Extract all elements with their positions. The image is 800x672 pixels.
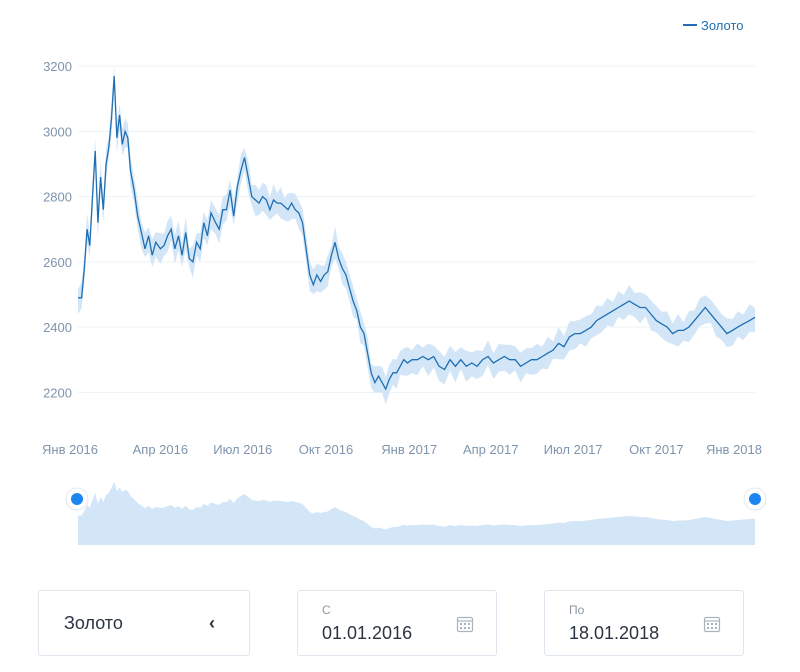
series-line-gold <box>78 75 756 391</box>
x-tick-label: Янв 2017 <box>381 442 437 457</box>
y-tick-label: 2400 <box>43 320 72 335</box>
y-axis-labels: 2200 2400 2600 2800 3000 3200 <box>43 59 72 400</box>
x-tick-label: Окт 2017 <box>629 442 683 457</box>
x-axis-labels: Янв 2016 Апр 2016 Июл 2016 Окт 2016 Янв 2017… <box>42 442 762 457</box>
x-tick-label: Июл 2017 <box>544 442 603 457</box>
range-navigator[interactable] <box>65 481 767 546</box>
asset-select[interactable]: Золото ‹ <box>38 590 250 656</box>
x-tick-label: Апр 2016 <box>133 442 188 457</box>
y-tick-label: 2200 <box>43 385 72 400</box>
date-to-caption: По <box>569 603 585 617</box>
date-from-field[interactable]: С 01.01.2016 <box>297 590 497 656</box>
calendar-icon[interactable] <box>703 615 721 633</box>
y-tick-label: 3200 <box>43 59 72 74</box>
range-handle-left[interactable] <box>71 493 83 505</box>
y-tick-label: 3000 <box>43 124 72 139</box>
legend-label: Золото <box>701 18 744 33</box>
y-tick-label: 2600 <box>43 255 72 270</box>
date-from-caption: С <box>322 603 331 617</box>
date-from-value[interactable]: 01.01.2016 <box>322 623 413 643</box>
series-range-band <box>78 66 755 405</box>
x-tick-label: Окт 2016 <box>299 442 353 457</box>
date-to-value[interactable]: 18.01.2018 <box>569 623 660 643</box>
asset-select-label: Золото <box>64 613 123 633</box>
price-chart: 2200 2400 2600 2800 3000 3200 Янв 2016 Апр 201… <box>42 18 767 546</box>
chevron-left-icon[interactable]: ‹ <box>209 613 215 633</box>
x-tick-label: Янв 2018 <box>706 442 762 457</box>
date-to-field[interactable]: По 18.01.2018 <box>544 590 744 656</box>
y-tick-label: 2800 <box>43 190 72 205</box>
x-tick-label: Июл 2016 <box>213 442 272 457</box>
navigator-area <box>78 481 755 545</box>
x-tick-label: Янв 2016 <box>42 442 98 457</box>
x-tick-label: Апр 2017 <box>463 442 518 457</box>
range-handle-right[interactable] <box>749 493 761 505</box>
calendar-icon[interactable] <box>456 615 474 633</box>
legend: Золото <box>683 18 744 33</box>
